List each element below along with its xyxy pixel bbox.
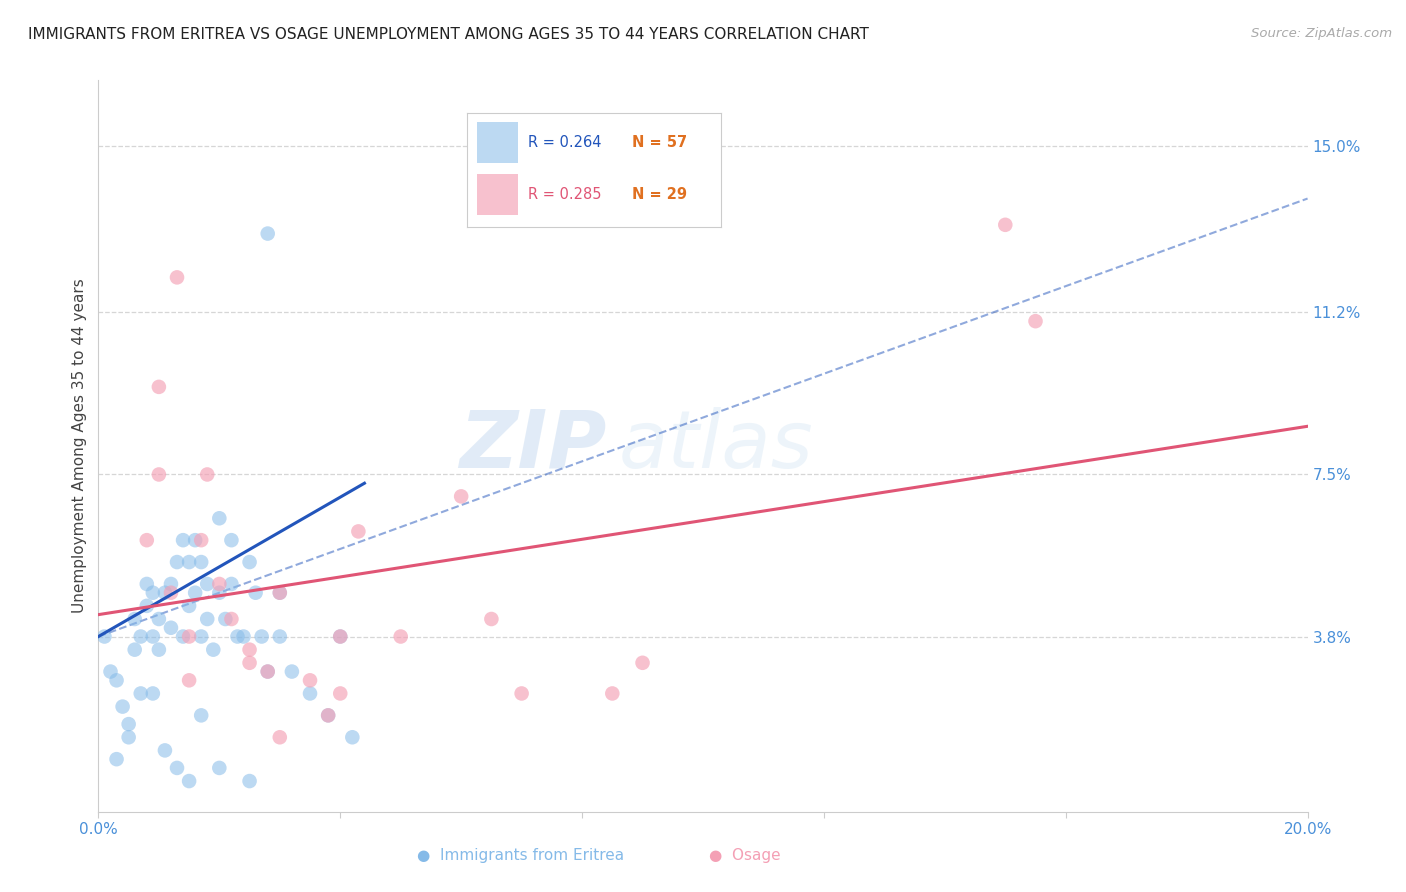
- Point: [299, 673, 322, 688]
- Point: [184, 533, 207, 548]
- Point: [329, 630, 352, 644]
- Point: [172, 533, 194, 548]
- Point: [166, 555, 188, 569]
- Point: [256, 665, 278, 679]
- Text: ZIP: ZIP: [458, 407, 606, 485]
- Point: [153, 585, 176, 599]
- Point: [221, 577, 243, 591]
- Point: [190, 708, 212, 723]
- Point: [239, 774, 262, 789]
- Point: [281, 665, 304, 679]
- Point: [179, 774, 201, 789]
- Point: [269, 585, 291, 599]
- Point: [124, 612, 146, 626]
- Point: [256, 227, 278, 241]
- Point: [129, 686, 152, 700]
- Point: [148, 612, 170, 626]
- Point: [142, 686, 165, 700]
- Point: [329, 630, 352, 644]
- Point: [342, 731, 364, 745]
- Point: [269, 585, 291, 599]
- Point: [160, 621, 183, 635]
- Point: [148, 642, 170, 657]
- Point: [93, 630, 115, 644]
- Point: [256, 665, 278, 679]
- Point: [269, 731, 291, 745]
- Point: [195, 577, 218, 591]
- Point: [316, 708, 339, 723]
- Text: IMMIGRANTS FROM ERITREA VS OSAGE UNEMPLOYMENT AMONG AGES 35 TO 44 YEARS CORRELAT: IMMIGRANTS FROM ERITREA VS OSAGE UNEMPLO…: [28, 27, 869, 42]
- Point: [299, 686, 322, 700]
- Point: [226, 630, 249, 644]
- Point: [221, 612, 243, 626]
- Point: [148, 467, 170, 482]
- Point: [221, 533, 243, 548]
- Point: [135, 599, 157, 613]
- Point: [129, 630, 152, 644]
- Point: [208, 585, 231, 599]
- Point: [190, 533, 212, 548]
- Point: [179, 555, 201, 569]
- Point: [481, 612, 503, 626]
- Point: [195, 612, 218, 626]
- Point: [1024, 314, 1046, 328]
- Point: [994, 218, 1017, 232]
- Point: [135, 577, 157, 591]
- Point: [105, 752, 128, 766]
- Point: [184, 585, 207, 599]
- Y-axis label: Unemployment Among Ages 35 to 44 years: Unemployment Among Ages 35 to 44 years: [72, 278, 87, 614]
- Point: [118, 717, 141, 731]
- Point: [195, 467, 218, 482]
- Point: [179, 599, 201, 613]
- Point: [179, 630, 201, 644]
- Point: [631, 656, 654, 670]
- Point: [124, 642, 146, 657]
- Point: [160, 577, 183, 591]
- Point: [148, 380, 170, 394]
- Point: [510, 686, 533, 700]
- Point: [245, 585, 267, 599]
- Text: ●  Osage: ● Osage: [710, 848, 780, 863]
- Point: [347, 524, 370, 539]
- Point: [239, 555, 262, 569]
- Point: [202, 642, 225, 657]
- Point: [105, 673, 128, 688]
- Point: [208, 761, 231, 775]
- Point: [316, 708, 339, 723]
- Point: [190, 555, 212, 569]
- Point: [450, 489, 472, 503]
- Text: atlas: atlas: [619, 407, 813, 485]
- Point: [389, 630, 412, 644]
- Point: [179, 673, 201, 688]
- Text: Source: ZipAtlas.com: Source: ZipAtlas.com: [1251, 27, 1392, 40]
- Point: [111, 699, 134, 714]
- Point: [190, 630, 212, 644]
- Point: [160, 585, 183, 599]
- Point: [100, 665, 122, 679]
- Point: [172, 630, 194, 644]
- Point: [118, 731, 141, 745]
- Point: [602, 686, 624, 700]
- Point: [142, 585, 165, 599]
- Point: [232, 630, 254, 644]
- Point: [135, 533, 157, 548]
- Point: [269, 630, 291, 644]
- Point: [239, 642, 262, 657]
- Text: ●  Immigrants from Eritrea: ● Immigrants from Eritrea: [416, 848, 624, 863]
- Point: [208, 577, 231, 591]
- Point: [214, 612, 236, 626]
- Point: [239, 656, 262, 670]
- Point: [153, 743, 176, 757]
- Point: [250, 630, 273, 644]
- Point: [142, 630, 165, 644]
- Point: [166, 270, 188, 285]
- Point: [208, 511, 231, 525]
- Point: [166, 761, 188, 775]
- Point: [329, 686, 352, 700]
